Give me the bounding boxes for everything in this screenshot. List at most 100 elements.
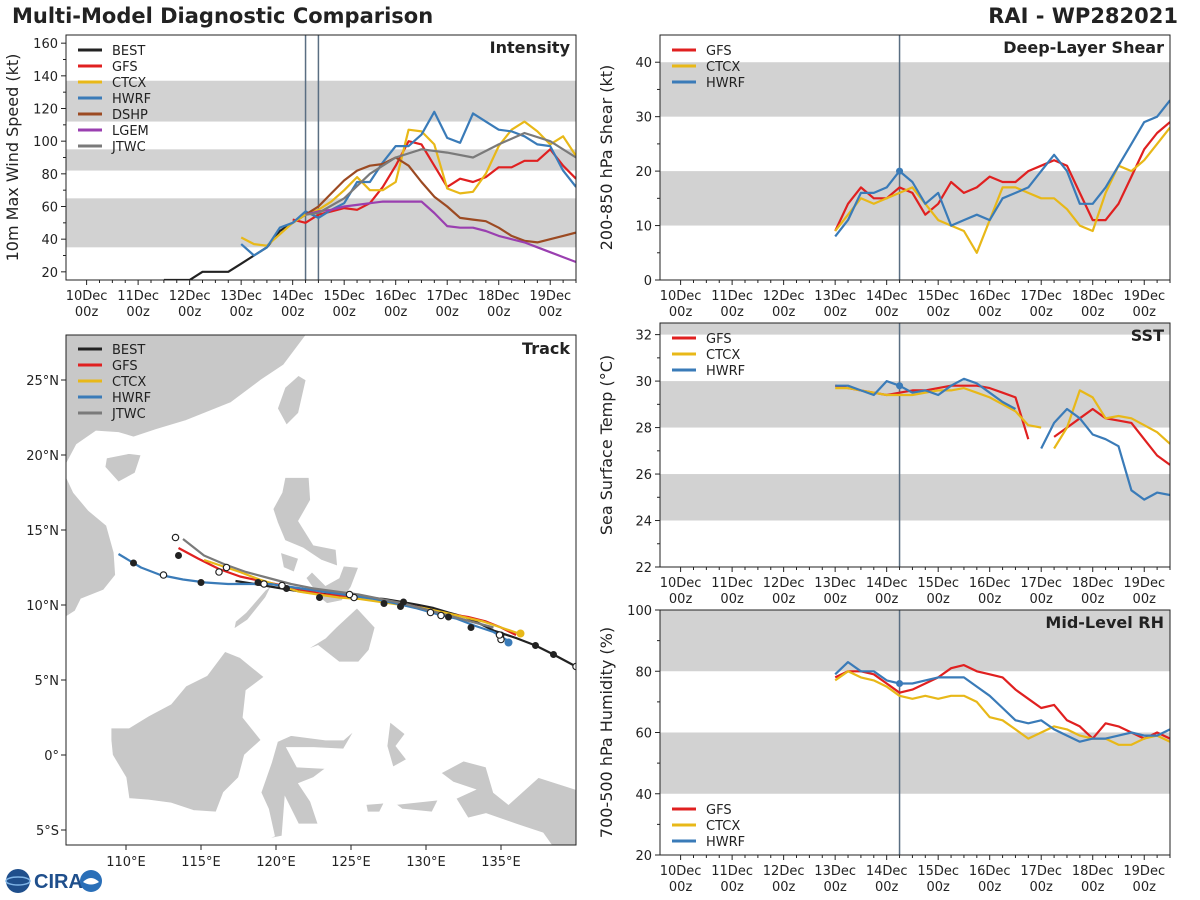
x-tick-label-hour: 00z — [1133, 880, 1157, 895]
map-land — [66, 335, 576, 845]
track-line-best — [235, 579, 576, 668]
series-line-ctcx — [834, 670, 1170, 746]
x-tick-label-day: 19Dec — [529, 289, 571, 304]
plot-frame — [659, 609, 1171, 856]
y-axis-label: 700-500 hPa Humidity (%) — [597, 627, 616, 838]
x-tick-label-hour: 00z — [1030, 880, 1054, 895]
legend-label-hwrf: HWRF — [112, 92, 151, 107]
legend-label-gfs: GFS — [706, 332, 732, 347]
y-tick-label: 160 — [33, 37, 58, 52]
lon-tick-label: 130°E — [406, 855, 446, 870]
lon-tick-label: 135°E — [481, 855, 521, 870]
land-mindoro — [279, 551, 300, 573]
y-tick-label: 60 — [635, 727, 652, 742]
y-tick-label: 20 — [635, 165, 652, 180]
x-tick-label-day: 15Dec — [323, 289, 365, 304]
x-tick-label-hour: 00z — [229, 305, 253, 320]
legend-label-hwrf: HWRF — [706, 835, 745, 850]
x-tick-label-hour: 00z — [875, 305, 899, 320]
x-tick-label-hour: 00z — [384, 305, 408, 320]
track-point-open — [171, 533, 180, 542]
x-tick-label-hour: 00z — [720, 305, 744, 320]
lon-tick-label: 115°E — [181, 855, 221, 870]
lon-tick-label: 110°E — [106, 855, 146, 870]
shade-band — [660, 732, 1170, 794]
y-tick-label: 10 — [635, 220, 652, 235]
panel-title: Intensity — [490, 38, 571, 57]
series-line-lgem — [305, 200, 576, 264]
land-mainland-asia — [66, 335, 307, 618]
x-tick-label-day: 18Dec — [1072, 289, 1114, 304]
cira-logo: CIRA — [5, 869, 102, 893]
series-line-ctcx — [835, 387, 1170, 450]
land-hainan — [104, 453, 142, 483]
y-tick-label: 22 — [635, 561, 652, 576]
series-line-hwrf — [834, 661, 1170, 743]
x-tick-label-hour: 00z — [772, 880, 796, 895]
x-tick-label-hour: 00z — [978, 592, 1002, 607]
land-mindanao — [305, 607, 376, 663]
track-point-filled — [532, 642, 539, 649]
logo-wave-icon — [83, 878, 99, 885]
x-tick-label-day: 13Dec — [814, 864, 856, 879]
x-tick-label-day: 11Dec — [117, 289, 159, 304]
x-tick-label-day: 15Dec — [917, 576, 959, 591]
legend-label-jtwc: JTWC — [111, 407, 146, 422]
series-group — [834, 661, 1170, 746]
legend-label-best: BEST — [112, 44, 145, 59]
track-point-open — [159, 571, 168, 579]
x-tick-label-day: 19Dec — [1123, 576, 1165, 591]
legend-label-lgem: LGEM — [112, 124, 149, 139]
legend-label-dshp: DSHP — [112, 108, 148, 123]
track-endpoint-hwrf — [504, 638, 513, 647]
y-axis-label: 10m Max Wind Speed (kt) — [3, 54, 22, 262]
logo-orbit-icon — [5, 876, 31, 886]
x-tick-label-day: 14Dec — [866, 864, 908, 879]
plot-frame — [65, 334, 577, 846]
x-tick-label-hour: 00z — [978, 305, 1002, 320]
y-tick-label: 40 — [635, 56, 652, 71]
x-tick-label-day: 12Dec — [763, 864, 805, 879]
analysis-point — [896, 680, 904, 687]
land-palawan — [233, 585, 272, 630]
shade-band — [660, 474, 1170, 521]
legend-label-hwrf: HWRF — [112, 391, 151, 406]
track-point-filled — [197, 579, 205, 586]
track-point-open — [426, 608, 435, 617]
x-tick-label-day: 13Dec — [814, 289, 856, 304]
panel-title: Mid-Level RH — [1045, 613, 1164, 632]
x-tick-label-hour: 00z — [669, 880, 693, 895]
shade-band — [66, 198, 576, 248]
x-tick-label-hour: 00z — [487, 305, 511, 320]
y-tick-label: 30 — [635, 111, 652, 126]
shade-band — [660, 381, 1170, 428]
land-seram — [394, 799, 439, 813]
x-tick-label-hour: 00z — [720, 880, 744, 895]
plot-frame — [659, 322, 1171, 568]
legend-label-gfs: GFS — [112, 60, 138, 75]
x-tick-label-day: 12Dec — [169, 289, 211, 304]
x-tick-label-day: 19Dec — [1123, 864, 1165, 879]
logo-globe-icon — [6, 869, 30, 893]
x-tick-label-hour: 00z — [1081, 880, 1105, 895]
lat-tick-label: 0° — [44, 749, 59, 764]
track-line-hwrf — [117, 553, 510, 642]
x-tick-label-day: 13Dec — [220, 289, 262, 304]
plot-frame — [65, 34, 577, 281]
track-point-open — [278, 581, 286, 590]
x-tick-label-hour: 00z — [1133, 305, 1157, 320]
x-tick-label-day: 15Dec — [917, 289, 959, 304]
series-line-gfs — [834, 121, 1170, 232]
x-tick-label-day: 16Dec — [969, 864, 1011, 879]
series-line-hwrf — [835, 377, 1170, 501]
x-tick-label-day: 14Dec — [866, 576, 908, 591]
x-tick-label-hour: 00z — [1133, 592, 1157, 607]
land-buru — [365, 802, 385, 813]
y-tick-label: 26 — [635, 468, 652, 483]
legend-label-hwrf: HWRF — [706, 76, 745, 91]
y-tick-label: 60 — [41, 201, 58, 216]
panel-sst: 22242628303210Dec00z11Dec00z12Dec00z13De… — [597, 322, 1171, 607]
series-line-gfs — [834, 664, 1170, 740]
legend-label-gfs: GFS — [706, 44, 732, 59]
x-tick-label-hour: 00z — [436, 305, 460, 320]
